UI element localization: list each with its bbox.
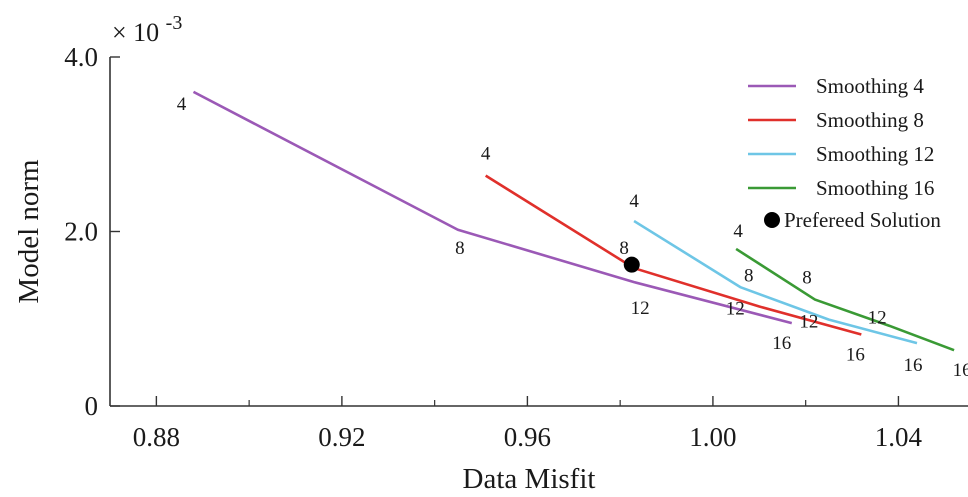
point-label: 12 [868, 308, 887, 329]
point-label: 16 [772, 333, 791, 354]
point-label: 12 [631, 298, 650, 319]
point-label: 16 [953, 360, 968, 381]
point-label: 12 [726, 299, 745, 320]
y-tick-label: 2.0 [64, 217, 98, 247]
x-tick-label: 1.04 [875, 422, 923, 452]
legend-entry: Smoothing 12 [816, 142, 934, 166]
x-tick-label: 0.96 [504, 422, 551, 452]
point-label: 8 [802, 268, 812, 289]
point-label: 12 [799, 312, 818, 333]
point-label: 16 [903, 355, 922, 376]
legend-entry: Smoothing 16 [816, 176, 934, 200]
legend-entry: Smoothing 4 [816, 74, 924, 98]
y-tick-label: 0 [85, 391, 99, 421]
legend-entry: Smoothing 8 [816, 108, 924, 132]
legend-marker [764, 212, 780, 228]
point-label: 8 [455, 238, 465, 259]
series-line [192, 90, 793, 325]
x-axis-title: Data Misfit [463, 463, 596, 495]
point-label: 8 [744, 265, 754, 286]
preferred-solution-marker [623, 256, 640, 273]
point-label: 4 [177, 94, 187, 115]
legend: Smoothing 4 Smoothing 8 Smoothing 12 Smooth… [748, 74, 941, 232]
y-tick-label: 4.0 [64, 42, 98, 72]
point-label: 4 [481, 144, 491, 165]
x-tick-label: 0.92 [318, 422, 365, 452]
x-tick-label: 0.88 [133, 422, 180, 452]
series-line [484, 174, 862, 336]
point-label: 4 [733, 221, 743, 242]
y-scale-note: × 10 -3 [112, 12, 182, 47]
point-label: 4 [629, 191, 639, 212]
x-tick-label: 1.00 [689, 422, 736, 452]
preferred-marker-layer [623, 256, 640, 273]
point-label: 8 [619, 238, 629, 259]
y-axis-title: Model norm [13, 159, 45, 304]
legend-entry: Prefereed Solution [784, 208, 941, 232]
point-label: 16 [846, 344, 865, 365]
axes: 0.88 0.92 0.96 1.00 1.04 0 2.0 4.0 × 10 -3 Data M… [13, 12, 968, 495]
series-line [633, 219, 918, 345]
series-lines [192, 90, 955, 352]
series-line [735, 247, 955, 352]
